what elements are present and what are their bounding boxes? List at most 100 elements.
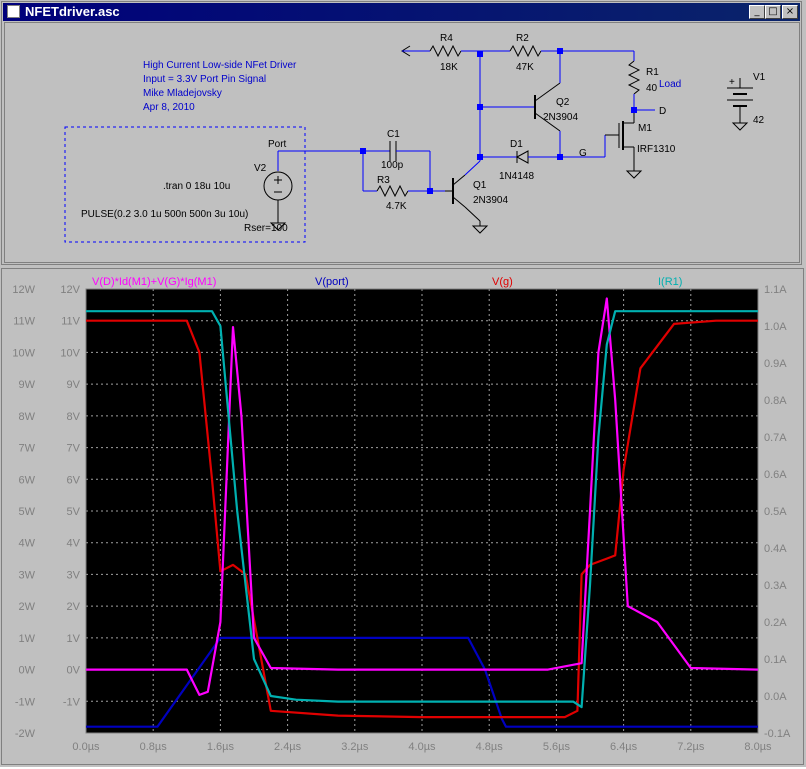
- a-tick-label: -0.1A: [764, 728, 791, 740]
- a-tick-label: 0.1A: [764, 654, 787, 666]
- q1-value: 2N3904: [473, 195, 508, 206]
- note-line-3: Mike Mladejovsky: [143, 88, 222, 99]
- v-tick-label: 9V: [67, 379, 81, 391]
- a-tick-label: 0.0A: [764, 691, 787, 703]
- window-title: NFETdriver.asc: [25, 4, 120, 19]
- r1-label: R1: [646, 67, 659, 78]
- minimize-button[interactable]: _: [749, 5, 765, 19]
- v-tick-label: 8V: [67, 411, 81, 423]
- w-tick-label: -1W: [15, 696, 36, 708]
- r2-label: R2: [516, 33, 529, 44]
- note-line-4: Apr 8, 2010: [143, 102, 195, 113]
- v1-plus: +: [729, 77, 735, 88]
- a-tick-label: 1.1A: [764, 284, 787, 296]
- x-tick-label: 4.0µs: [408, 741, 436, 753]
- trace-vg: [86, 319, 758, 719]
- r4-label: R4: [440, 33, 453, 44]
- x-tick-label: 4.8µs: [476, 741, 504, 753]
- maximize-button[interactable]: □: [765, 5, 781, 19]
- g-node-label: G: [579, 148, 587, 159]
- v-tick-label: -1V: [63, 696, 81, 708]
- schematic-drawing: High Current Low-side NFet Driver Input …: [64, 33, 766, 243]
- title-bar[interactable]: NFETdriver.asc _ □ ×: [3, 3, 800, 21]
- port-label: Port: [268, 139, 287, 150]
- r3-label: R3: [377, 175, 390, 186]
- w-tick-label: 5W: [19, 506, 36, 518]
- w-tick-label: 1W: [19, 633, 36, 645]
- r3-value: 4.7K: [386, 201, 407, 212]
- junction: [427, 188, 433, 194]
- x-tick-label: 0.8µs: [140, 741, 168, 753]
- wire: [464, 206, 481, 222]
- r3-resistor: [376, 184, 409, 198]
- c1-label: C1: [387, 129, 400, 140]
- d1-diode: [515, 150, 529, 164]
- r4-resistor: [429, 44, 462, 58]
- waveform-window[interactable]: 0.0µs 0.8µs 1.6µs 2.4µs 3.2µs 4.0µs 4.8µs 5.6µs…: [1, 268, 804, 765]
- r4-value: 18K: [440, 62, 458, 73]
- v1-label: V1: [753, 72, 766, 83]
- plot-frame: [85, 288, 759, 734]
- d-node-label: D: [659, 106, 666, 117]
- wire: [464, 160, 481, 176]
- a-tick-label: 0.5A: [764, 506, 787, 518]
- ground-icon: [731, 122, 749, 131]
- trace-power: [86, 297, 759, 696]
- a-tick-label: 0.7A: [764, 432, 787, 444]
- rser-label: Rser=100: [244, 223, 288, 234]
- m1-value: IRF1310: [637, 144, 676, 155]
- legend-g[interactable]: V(g): [492, 276, 513, 288]
- v-tick-label: 2V: [67, 601, 81, 613]
- x-tick-label: 1.6µs: [207, 741, 235, 753]
- a-tick-label: 0.9A: [764, 358, 787, 370]
- v-tick-label: 3V: [67, 569, 81, 581]
- maximize-icon: □: [768, 6, 778, 17]
- v-tick-label: 5V: [67, 506, 81, 518]
- minimize-icon: _: [754, 6, 760, 17]
- a-tick-label: 0.2A: [764, 617, 787, 629]
- w-tick-label: 0W: [19, 665, 36, 677]
- legend-port[interactable]: V(port): [315, 276, 349, 288]
- x-tick-label: 5.6µs: [543, 741, 571, 753]
- app-icon: [7, 5, 20, 18]
- v-tick-label: 6V: [67, 474, 81, 486]
- spice-pulse: PULSE(0.2 3.0 1u 500n 500n 3u 10u): [81, 209, 248, 220]
- v-tick-label: 4V: [67, 538, 81, 550]
- w-tick-label: 11W: [13, 316, 35, 328]
- q2-emitter: [534, 112, 561, 132]
- junction: [477, 51, 483, 57]
- v2-label: V2: [254, 163, 267, 174]
- v-tick-label: 1V: [67, 633, 81, 645]
- x-tick-label: 8.0µs: [744, 741, 772, 753]
- ground-icon: [625, 170, 643, 179]
- ground-icon: [269, 222, 287, 231]
- schematic-canvas[interactable]: High Current Low-side NFet Driver Input …: [4, 22, 800, 263]
- w-tick-label: 7W: [19, 443, 36, 455]
- w-tick-label: 8W: [19, 411, 36, 423]
- r2-resistor: [509, 44, 542, 58]
- x-tick-label: 3.2µs: [341, 741, 369, 753]
- v-tick-label: 10V: [60, 347, 80, 359]
- note-line-2: Input = 3.3V Port Pin Signal: [143, 74, 266, 85]
- w-tick-label: 10W: [12, 347, 35, 359]
- a-tick-label: 0.3A: [764, 580, 787, 592]
- q1-collector: [452, 174, 466, 186]
- axis-ticks: 0.0µs 0.8µs 1.6µs 2.4µs 3.2µs 4.0µs 4.8µs 5.6µs…: [12, 284, 791, 753]
- legend-power[interactable]: V(D)*Id(M1)+V(G)*Ig(M1): [92, 276, 216, 288]
- q2-label: Q2: [556, 97, 570, 108]
- q1-label: Q1: [473, 180, 487, 191]
- x-tick-label: 6.4µs: [610, 741, 638, 753]
- q2-value: 2N3904: [543, 112, 578, 123]
- r1-value: 40: [646, 83, 658, 94]
- a-tick-label: 0.6A: [764, 469, 787, 481]
- q2-collector: [534, 82, 561, 102]
- traces: [86, 297, 759, 728]
- d1-value: 1N4148: [499, 171, 534, 182]
- close-button[interactable]: ×: [782, 5, 798, 19]
- trace-vport: [86, 636, 758, 728]
- legend-r1[interactable]: I(R1): [658, 276, 682, 288]
- waveform-plot: 0.0µs 0.8µs 1.6µs 2.4µs 3.2µs 4.0µs 4.8µs 5.6µs…: [12, 276, 791, 753]
- v-tick-label: 12V: [60, 284, 80, 296]
- d1-label: D1: [510, 139, 523, 150]
- a-tick-label: 1.0A: [764, 321, 787, 333]
